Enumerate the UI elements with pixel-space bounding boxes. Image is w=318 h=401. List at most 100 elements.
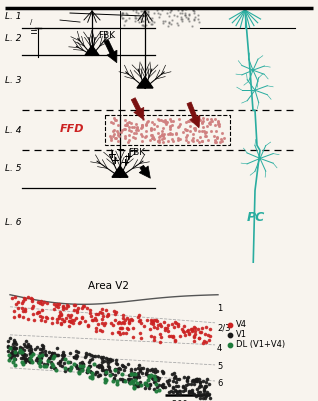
Point <box>8 334 13 341</box>
Point <box>31 303 36 310</box>
Point <box>103 375 108 382</box>
Point <box>197 128 202 134</box>
Point <box>185 117 190 124</box>
Point <box>88 368 93 375</box>
Point <box>53 365 58 371</box>
Point <box>160 19 165 26</box>
Point <box>181 322 186 329</box>
Point <box>55 301 60 308</box>
Point <box>145 317 150 324</box>
Point <box>43 352 48 358</box>
Point <box>98 371 103 378</box>
Point <box>107 133 113 140</box>
Point <box>57 314 62 321</box>
Point <box>147 326 152 333</box>
Point <box>212 116 217 122</box>
Point <box>161 135 166 141</box>
Point <box>119 371 124 377</box>
Point <box>99 362 104 368</box>
Point <box>61 360 66 367</box>
Point <box>121 22 127 28</box>
Point <box>188 123 193 130</box>
Point <box>133 15 138 21</box>
Point <box>177 388 183 394</box>
Point <box>203 133 208 139</box>
Point <box>201 388 206 395</box>
Point <box>175 20 180 26</box>
Text: 6: 6 <box>217 379 222 388</box>
Point <box>184 328 190 334</box>
Point <box>151 323 156 330</box>
Point <box>183 11 188 18</box>
Point <box>19 305 24 312</box>
Point <box>207 381 212 388</box>
Point <box>35 355 40 361</box>
Point <box>133 371 138 377</box>
Point <box>112 375 117 381</box>
Point <box>100 364 105 370</box>
Point <box>138 379 143 385</box>
Point <box>123 17 128 23</box>
Point <box>6 348 11 354</box>
Point <box>35 309 40 316</box>
Point <box>216 119 221 126</box>
Point <box>52 365 57 371</box>
Point <box>113 367 118 373</box>
Point <box>131 385 136 391</box>
Point <box>74 309 79 316</box>
Point <box>122 378 128 384</box>
Point <box>159 334 164 340</box>
Text: DL (V1+V4): DL (V1+V4) <box>236 340 285 349</box>
Point <box>144 122 149 128</box>
Point <box>114 309 119 316</box>
Point <box>191 138 196 144</box>
Point <box>22 308 27 315</box>
Point <box>111 115 116 122</box>
Point <box>162 117 167 124</box>
Point <box>107 372 113 379</box>
Point <box>128 372 133 379</box>
Point <box>179 16 184 22</box>
Point <box>159 132 164 139</box>
Point <box>11 344 16 350</box>
Point <box>191 124 196 131</box>
Point <box>161 319 166 325</box>
Point <box>192 126 197 133</box>
Point <box>64 302 69 309</box>
Point <box>39 359 44 365</box>
Point <box>169 333 174 339</box>
Point <box>66 358 71 365</box>
Point <box>165 131 170 138</box>
Point <box>174 320 179 326</box>
Point <box>143 369 149 376</box>
Point <box>109 357 114 363</box>
Point <box>151 317 156 323</box>
Point <box>174 391 179 397</box>
Point <box>142 380 147 386</box>
Point <box>175 22 180 28</box>
Point <box>121 367 127 373</box>
Point <box>171 138 176 144</box>
Point <box>195 378 200 384</box>
Point <box>130 124 135 130</box>
Point <box>186 118 191 124</box>
Point <box>191 8 196 14</box>
Point <box>15 352 20 358</box>
Point <box>174 383 179 389</box>
Point <box>100 355 105 362</box>
Point <box>183 6 189 12</box>
Point <box>183 332 188 338</box>
Point <box>71 317 76 323</box>
Point <box>119 376 124 382</box>
Point <box>169 6 174 13</box>
Point <box>212 139 217 145</box>
Point <box>80 314 85 320</box>
Point <box>116 329 121 335</box>
Point <box>68 364 73 371</box>
Point <box>169 122 175 128</box>
Point <box>52 352 57 359</box>
Text: 200 μm: 200 μm <box>172 400 204 401</box>
Point <box>175 389 180 395</box>
Point <box>183 387 188 393</box>
Point <box>37 354 42 360</box>
